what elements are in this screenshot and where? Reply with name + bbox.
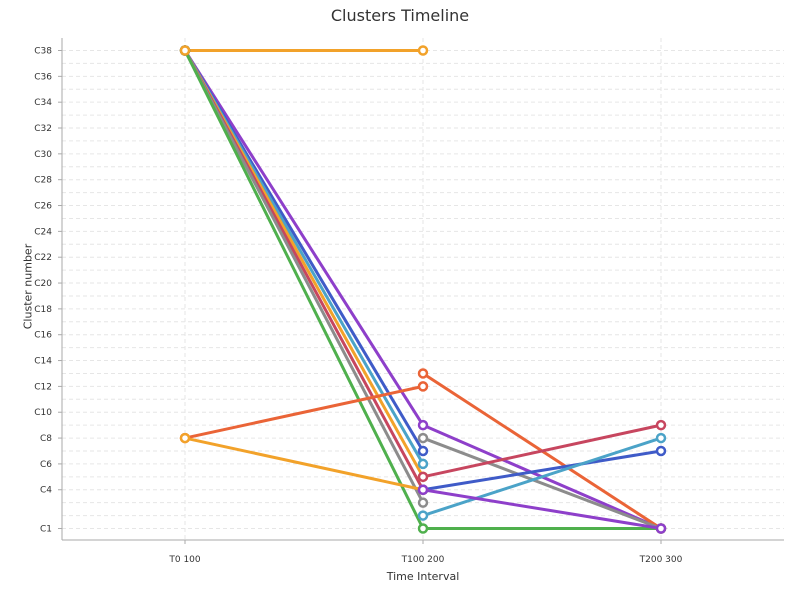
y-tick-label: C38 (34, 47, 52, 57)
data-point (417, 497, 429, 508)
y-tick-label: C16 (34, 331, 52, 341)
chart-title: Clusters Timeline (330, 6, 470, 25)
y-tick-label: C36 (34, 72, 52, 82)
x-axis-label: Time Interval (386, 570, 460, 583)
data-point (417, 471, 429, 483)
series-line (184, 384, 424, 440)
y-tick-label: C28 (34, 176, 52, 186)
y-tick-label: C4 (40, 486, 52, 496)
data-point (179, 45, 191, 56)
y-tick-label: C32 (34, 124, 52, 134)
data-point (417, 419, 429, 431)
y-tick-label: C30 (34, 150, 52, 160)
series-line (422, 436, 662, 518)
y-tick-label: C14 (34, 357, 52, 367)
y-tick-label: C8 (40, 434, 52, 444)
data-point (655, 523, 667, 534)
data-point (417, 432, 429, 444)
x-tick-label: T100 200 (401, 555, 445, 565)
series-line (183, 49, 425, 504)
x-tick-label: T0 100 (168, 555, 201, 565)
y-tick-label: C34 (34, 98, 52, 108)
data-point (417, 445, 429, 457)
y-tick-label: C18 (34, 305, 52, 315)
data-point (417, 45, 429, 56)
series-line (422, 449, 662, 492)
data-point (417, 523, 429, 534)
y-tick-label: C1 (40, 525, 52, 535)
data-point (655, 432, 667, 444)
data-point (417, 458, 429, 470)
data-point (655, 445, 667, 457)
y-tick-label: C24 (34, 227, 52, 237)
y-tick-label: C26 (34, 202, 52, 212)
series-line (184, 436, 424, 492)
x-tick-label: T200 300 (639, 555, 683, 565)
data-point (417, 484, 429, 495)
series-line (422, 423, 662, 479)
series-line (422, 488, 662, 530)
y-tick-label: C6 (40, 460, 52, 470)
y-tick-label: C20 (34, 279, 52, 289)
data-point (417, 368, 429, 379)
data-point (417, 381, 429, 392)
y-tick-label: C10 (34, 408, 52, 418)
y-tick-label: C22 (34, 253, 52, 263)
data-point (655, 419, 667, 431)
y-tick-label: C12 (34, 382, 52, 392)
data-point (179, 432, 191, 444)
data-point (417, 510, 429, 521)
series-line (422, 436, 662, 530)
